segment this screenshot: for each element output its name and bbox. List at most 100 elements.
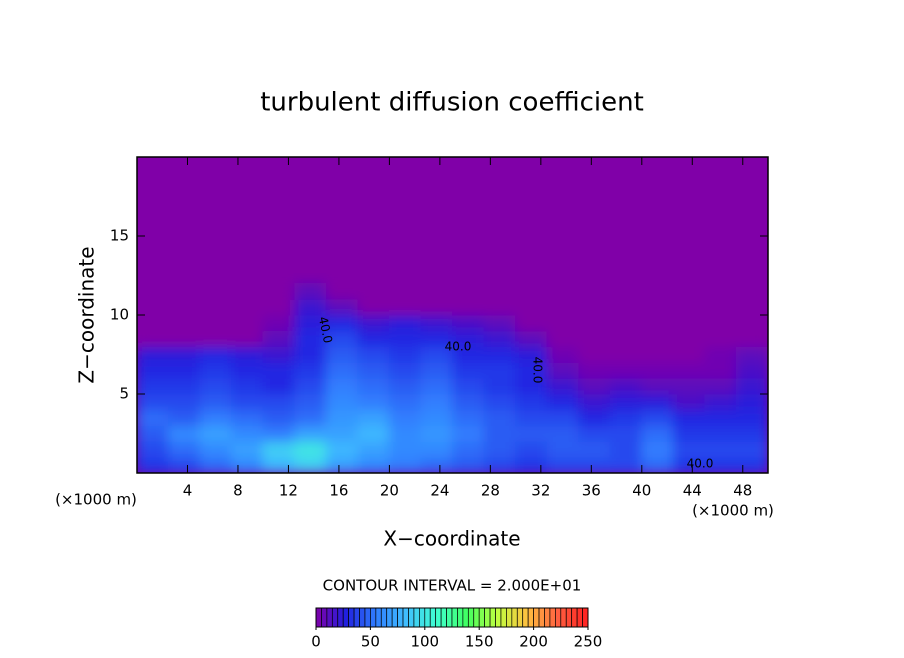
field-cell xyxy=(515,425,548,442)
contour-label: 40.0 xyxy=(687,457,714,471)
field-cell xyxy=(357,330,390,348)
field-cell xyxy=(231,409,264,427)
field-cell xyxy=(199,456,233,473)
x-tick-label: 36 xyxy=(582,482,601,500)
field-cell xyxy=(388,393,422,411)
field-cell xyxy=(294,282,327,300)
field-cell xyxy=(641,456,674,473)
field-cell xyxy=(546,456,580,473)
field-cell xyxy=(168,298,201,316)
field-cell xyxy=(357,346,390,363)
field-cell xyxy=(199,361,233,379)
field-cell xyxy=(231,425,264,442)
field-cell xyxy=(388,298,422,316)
field-cell xyxy=(357,456,390,473)
field-cell xyxy=(199,314,233,332)
field-cell xyxy=(735,440,768,458)
field-cell xyxy=(294,346,327,363)
colorbar-segment xyxy=(560,607,567,628)
field-cell xyxy=(388,346,422,363)
field-cell xyxy=(325,409,359,427)
colorbar-segment xyxy=(440,607,447,628)
field-cell xyxy=(672,314,706,332)
field-cell xyxy=(452,440,485,458)
field-cell xyxy=(641,425,674,442)
field-cell xyxy=(262,377,296,395)
field-cell xyxy=(452,393,485,411)
field-cell xyxy=(515,440,548,458)
field-cell xyxy=(231,456,264,473)
field-cell xyxy=(137,361,170,379)
colorbar-segment xyxy=(565,607,573,628)
colorbar-segment xyxy=(533,607,540,628)
field-cell xyxy=(199,409,233,427)
field-cell xyxy=(609,456,643,473)
colorbar-segment xyxy=(516,607,524,628)
field-cell xyxy=(357,409,390,427)
field-cell xyxy=(672,282,706,300)
x-axis-label: X−coordinate xyxy=(383,527,520,551)
field-cell xyxy=(199,393,233,411)
field-cell xyxy=(168,330,201,348)
field-cell xyxy=(388,409,422,427)
field-cell xyxy=(388,282,422,300)
x-tick-label: 40 xyxy=(632,482,651,500)
field-cell xyxy=(294,393,327,411)
field-cell xyxy=(168,282,201,300)
field-cell xyxy=(735,377,768,395)
field-cell xyxy=(168,314,201,332)
colorbar-tick-label: 100 xyxy=(410,633,439,651)
field-cell xyxy=(483,456,517,473)
field-cell xyxy=(231,361,264,379)
field-cell xyxy=(420,409,453,427)
field-cell xyxy=(704,425,737,442)
field-cell xyxy=(735,314,768,332)
field-cell xyxy=(704,440,737,458)
y-tick-label: 15 xyxy=(110,227,129,245)
field-cell xyxy=(483,346,517,363)
x-tick-label: 28 xyxy=(481,482,500,500)
colorbar-segment xyxy=(364,607,371,628)
colorbar-segment xyxy=(331,607,339,628)
colorbar-segment xyxy=(315,607,322,628)
field-cell xyxy=(294,456,327,473)
field-cell xyxy=(168,393,201,411)
field-cell xyxy=(704,298,737,316)
field-cell xyxy=(578,298,611,316)
colorbar-segment xyxy=(506,607,513,628)
field-cell xyxy=(735,330,768,348)
contour-interval: CONTOUR INTERVAL = 2.000E+01 xyxy=(323,577,582,595)
field-cell xyxy=(262,440,296,458)
field-cell xyxy=(704,330,737,348)
field-cell xyxy=(515,409,548,427)
field-cell xyxy=(325,377,359,395)
colorbar-segment xyxy=(359,607,366,628)
field-cell xyxy=(546,409,580,427)
field-cell xyxy=(578,330,611,348)
contour-label: 40.0 xyxy=(445,340,472,354)
colorbar-segment xyxy=(370,607,377,628)
colorbar-tick-label: 150 xyxy=(465,633,494,651)
field-cell xyxy=(168,377,201,395)
field-cell xyxy=(325,346,359,363)
field-cell xyxy=(641,409,674,427)
field-cell xyxy=(452,425,485,442)
colorbar-segment xyxy=(571,607,578,628)
colorbar-tick-label: 250 xyxy=(574,633,603,651)
colorbar-segment xyxy=(538,607,545,628)
field-cell xyxy=(515,456,548,473)
field-cell xyxy=(357,361,390,379)
colorbar-segment xyxy=(413,607,420,628)
field-cell xyxy=(641,346,674,363)
field-cell xyxy=(546,377,580,395)
colorbar-segment xyxy=(402,607,409,628)
field-cell xyxy=(168,425,201,442)
field-cell xyxy=(515,393,548,411)
field-cell xyxy=(483,361,517,379)
field-cell xyxy=(515,377,548,395)
field-cell xyxy=(137,409,170,427)
contour-label: 40.0 xyxy=(316,315,335,344)
colorbar-segment xyxy=(576,607,583,628)
field-cell xyxy=(357,393,390,411)
field-cell xyxy=(388,456,422,473)
